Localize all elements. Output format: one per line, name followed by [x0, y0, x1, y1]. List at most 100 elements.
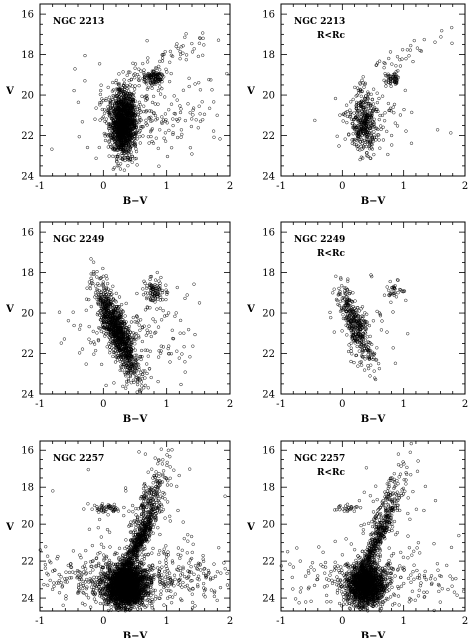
data-point — [57, 310, 62, 314]
data-point — [118, 162, 123, 166]
data-point — [163, 131, 168, 135]
x-tick-label: -1 — [35, 399, 45, 410]
x-tick-label: 1 — [400, 399, 406, 410]
data-point — [351, 97, 355, 102]
data-point — [372, 152, 376, 157]
data-point — [188, 146, 193, 150]
data-point — [134, 149, 139, 154]
data-point — [158, 59, 162, 64]
data-point — [365, 335, 370, 339]
data-points — [328, 273, 410, 382]
data-point — [375, 100, 380, 105]
data-point — [377, 138, 381, 142]
y-tick-label: 18 — [262, 268, 275, 279]
data-point — [153, 102, 157, 106]
y-tick-label: 24 — [21, 390, 34, 401]
data-point — [362, 85, 366, 89]
data-point — [146, 386, 150, 390]
data-point — [77, 135, 81, 139]
data-point — [340, 329, 344, 333]
data-point — [158, 85, 162, 89]
data-point — [101, 274, 106, 278]
data-point — [394, 64, 398, 68]
data-point — [135, 366, 139, 370]
data-point — [184, 53, 189, 57]
data-point — [158, 128, 162, 132]
data-point — [118, 368, 122, 372]
data-point — [402, 107, 406, 112]
data-point — [171, 117, 175, 121]
data-point — [383, 72, 387, 76]
data-point — [111, 154, 115, 158]
data-point — [341, 316, 346, 321]
data-point — [184, 32, 188, 36]
data-point — [344, 103, 349, 107]
data-point — [133, 342, 137, 346]
data-point — [119, 302, 124, 307]
y-tick-label: 24 — [262, 390, 275, 401]
data-point — [137, 84, 141, 88]
data-point — [197, 81, 201, 85]
data-point — [405, 48, 410, 52]
data-point — [396, 291, 400, 295]
data-point — [392, 111, 396, 115]
data-point — [393, 121, 397, 125]
data-point — [72, 88, 76, 93]
plot-frame — [280, 221, 466, 395]
data-point — [359, 363, 364, 367]
data-point — [185, 293, 189, 297]
data-point — [122, 168, 127, 172]
data-point — [178, 104, 182, 108]
data-point — [95, 331, 99, 335]
data-point — [88, 283, 92, 288]
data-point — [83, 53, 87, 58]
data-point — [404, 57, 408, 61]
data-point — [156, 355, 161, 359]
data-point — [188, 355, 192, 359]
data-point — [120, 86, 124, 90]
y-axis-label: V — [5, 86, 14, 97]
data-point — [200, 100, 204, 104]
data-point — [175, 42, 179, 46]
data-point — [404, 298, 408, 303]
data-point — [89, 304, 93, 309]
data-point — [104, 117, 109, 121]
data-point — [343, 137, 347, 141]
data-point — [171, 131, 175, 135]
data-point — [151, 94, 156, 99]
data-point — [178, 57, 182, 61]
data-point — [145, 362, 149, 366]
data-point — [99, 83, 103, 87]
data-point — [352, 360, 356, 365]
data-point — [148, 277, 152, 282]
data-point — [123, 90, 128, 95]
data-point — [406, 332, 410, 336]
data-point — [147, 367, 152, 371]
data-point — [138, 134, 142, 139]
data-point — [133, 76, 137, 80]
data-point — [165, 121, 169, 125]
x-tick-label: -1 — [276, 399, 286, 410]
data-point — [107, 154, 111, 158]
data-point — [138, 328, 142, 332]
data-point — [172, 94, 176, 98]
data-point — [186, 102, 190, 106]
data-point — [163, 112, 168, 116]
data-point — [386, 152, 390, 157]
data-point — [156, 325, 161, 329]
data-point — [94, 156, 98, 160]
data-point — [351, 132, 355, 136]
data-point — [212, 135, 216, 139]
data-point — [345, 333, 349, 337]
data-point — [137, 373, 141, 378]
data-point — [117, 72, 121, 76]
data-point — [178, 110, 183, 115]
data-point — [398, 64, 403, 68]
data-point — [349, 346, 353, 350]
y-tick-label: 20 — [21, 91, 34, 102]
data-point — [158, 92, 163, 96]
data-point — [144, 118, 148, 122]
data-point — [135, 390, 139, 394]
data-point — [332, 330, 336, 334]
